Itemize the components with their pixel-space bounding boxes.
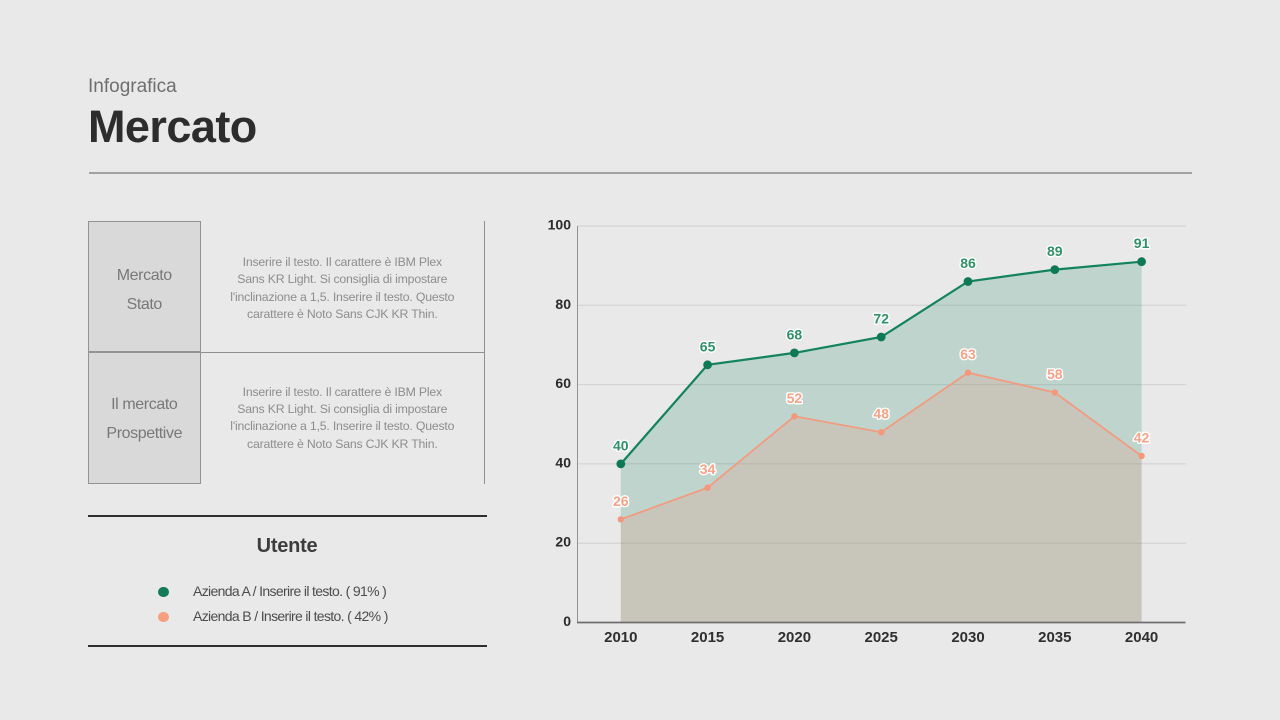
svg-text:0: 0 <box>563 613 571 629</box>
svg-text:68: 68 <box>787 326 803 342</box>
svg-text:40: 40 <box>555 454 571 470</box>
svg-text:2020: 2020 <box>778 629 811 646</box>
svg-text:40: 40 <box>613 437 629 453</box>
svg-text:2035: 2035 <box>1038 629 1071 646</box>
svg-text:2015: 2015 <box>691 629 724 646</box>
svg-text:34: 34 <box>700 461 716 477</box>
svg-text:2025: 2025 <box>865 629 898 646</box>
svg-text:58: 58 <box>1047 366 1063 382</box>
svg-text:20: 20 <box>555 534 571 550</box>
svg-text:65: 65 <box>700 338 716 354</box>
svg-text:42: 42 <box>1134 430 1150 446</box>
svg-text:63: 63 <box>960 346 976 362</box>
svg-text:48: 48 <box>873 406 889 422</box>
svg-text:91: 91 <box>1134 235 1150 251</box>
svg-text:52: 52 <box>787 390 803 406</box>
svg-text:2010: 2010 <box>604 629 637 646</box>
svg-text:72: 72 <box>873 311 889 327</box>
svg-text:80: 80 <box>555 296 571 312</box>
svg-text:100: 100 <box>548 217 572 233</box>
svg-text:60: 60 <box>555 375 571 391</box>
svg-text:26: 26 <box>613 493 629 509</box>
svg-text:89: 89 <box>1047 243 1063 259</box>
svg-text:2040: 2040 <box>1125 629 1158 646</box>
svg-text:2030: 2030 <box>951 629 984 646</box>
svg-text:86: 86 <box>960 255 976 271</box>
